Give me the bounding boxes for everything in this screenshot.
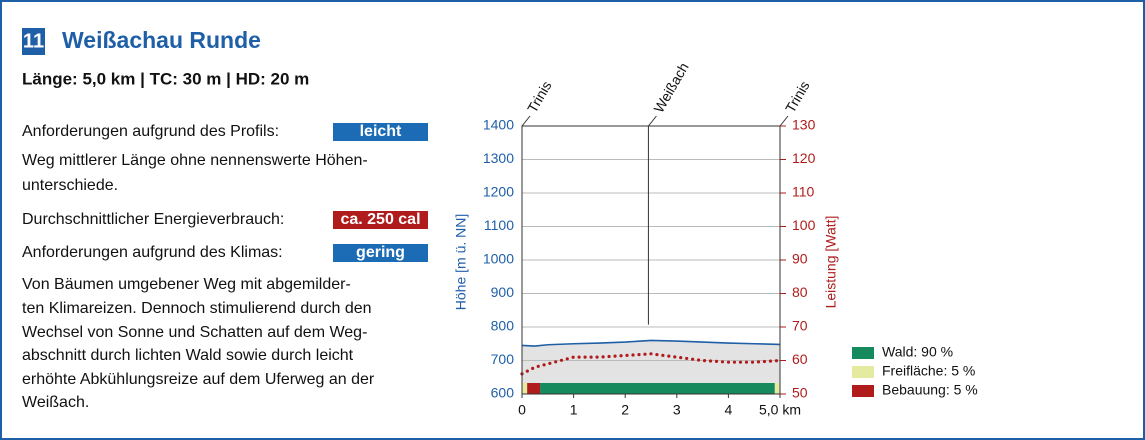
plot-frame bbox=[521, 125, 781, 395]
waypoint-leader bbox=[648, 115, 657, 127]
y-tick-label: 1100 bbox=[484, 217, 514, 233]
x-tick-label: 1 bbox=[570, 402, 578, 418]
desc-line: ten Klimareizen. Dennoch stimulierend du… bbox=[22, 300, 372, 317]
waypoint-leader bbox=[521, 115, 531, 127]
x-tick-label: 3 bbox=[673, 402, 681, 418]
route-number: 11 bbox=[23, 30, 44, 52]
waypoint-leader bbox=[779, 115, 789, 127]
series-line bbox=[521, 339, 781, 347]
y2-tick-label: 90 bbox=[792, 251, 808, 267]
y-tick-label: 1400 bbox=[483, 117, 514, 133]
badge-bg bbox=[333, 211, 428, 229]
y2-tick-label: 130 bbox=[792, 117, 816, 133]
y-axis-label: Höhe [m ü. NN] bbox=[453, 214, 469, 310]
elevation-area bbox=[522, 340, 780, 394]
number-box bbox=[22, 28, 45, 55]
land-use-segment bbox=[774, 383, 780, 394]
energy-label: Durchschnittlicher Energieverbrauch: bbox=[22, 211, 284, 228]
y-tick-label: 1200 bbox=[483, 184, 514, 200]
land-use-segment bbox=[527, 383, 541, 394]
y-tick-label: 700 bbox=[491, 351, 515, 367]
y-tick-label: 1000 bbox=[483, 251, 514, 267]
badge-bg bbox=[333, 123, 428, 141]
legend-swatch bbox=[852, 385, 874, 397]
y-tick-label: 600 bbox=[491, 385, 515, 401]
legend-label: Freifläche: 5 % bbox=[882, 363, 975, 379]
land-use-segment bbox=[540, 383, 775, 394]
energy-badge: ca. 250 cal bbox=[340, 211, 420, 228]
subtitle: Länge: 5,0 km | TC: 30 m | HD: 20 m bbox=[22, 69, 309, 88]
y-tick-label: 1300 bbox=[483, 150, 514, 166]
desc-line: erhöhte Abkühlungsreize auf dem Uferweg … bbox=[22, 371, 375, 388]
y-tick-label: 900 bbox=[491, 284, 515, 300]
climate-badge: gering bbox=[356, 244, 405, 261]
y-tick-label: 800 bbox=[491, 318, 515, 334]
y2-axis-label: Leistung [Watt] bbox=[823, 216, 839, 309]
legend-swatch bbox=[852, 347, 874, 359]
y2-tick-label: 60 bbox=[792, 351, 808, 367]
land-use-segment bbox=[522, 383, 528, 394]
desc-line: Weißach. bbox=[22, 394, 89, 411]
x-tick-label: 0 bbox=[518, 402, 526, 418]
desc-line: abschnitt durch lichten Wald sowie durch… bbox=[22, 347, 354, 364]
desc-line: unterschiede. bbox=[22, 177, 118, 194]
profile-badge: leicht bbox=[360, 123, 402, 140]
y2-tick-label: 50 bbox=[792, 385, 808, 401]
desc-line: Von Bäumen umgebener Weg mit abgemilder- bbox=[22, 276, 351, 293]
x-tick-label: 2 bbox=[621, 402, 629, 418]
legend-swatch bbox=[852, 366, 874, 378]
climate-label: Anforderungen aufgrund des Klimas: bbox=[22, 244, 283, 261]
y2-tick-label: 70 bbox=[792, 318, 808, 334]
x-tick-label: 4 bbox=[725, 402, 733, 418]
y2-tick-label: 80 bbox=[792, 284, 808, 300]
series-line bbox=[520, 352, 782, 376]
title: Weißachau Runde bbox=[62, 27, 261, 53]
desc-line: Wechsel von Sonne und Schatten auf dem W… bbox=[22, 324, 367, 341]
profile-label: Anforderungen aufgrund des Profils: bbox=[22, 123, 279, 140]
badge-bg bbox=[333, 244, 428, 262]
x-tick-label: 5,0 km bbox=[759, 402, 801, 418]
legend-label: Bebauung: 5 % bbox=[882, 382, 978, 398]
desc-line: Weg mittlerer Länge ohne nennenswerte Hö… bbox=[22, 152, 368, 169]
y2-tick-label: 120 bbox=[792, 150, 816, 166]
y2-tick-label: 110 bbox=[792, 184, 815, 200]
legend-label: Wald: 90 % bbox=[882, 344, 953, 360]
y2-tick-label: 100 bbox=[792, 217, 816, 233]
